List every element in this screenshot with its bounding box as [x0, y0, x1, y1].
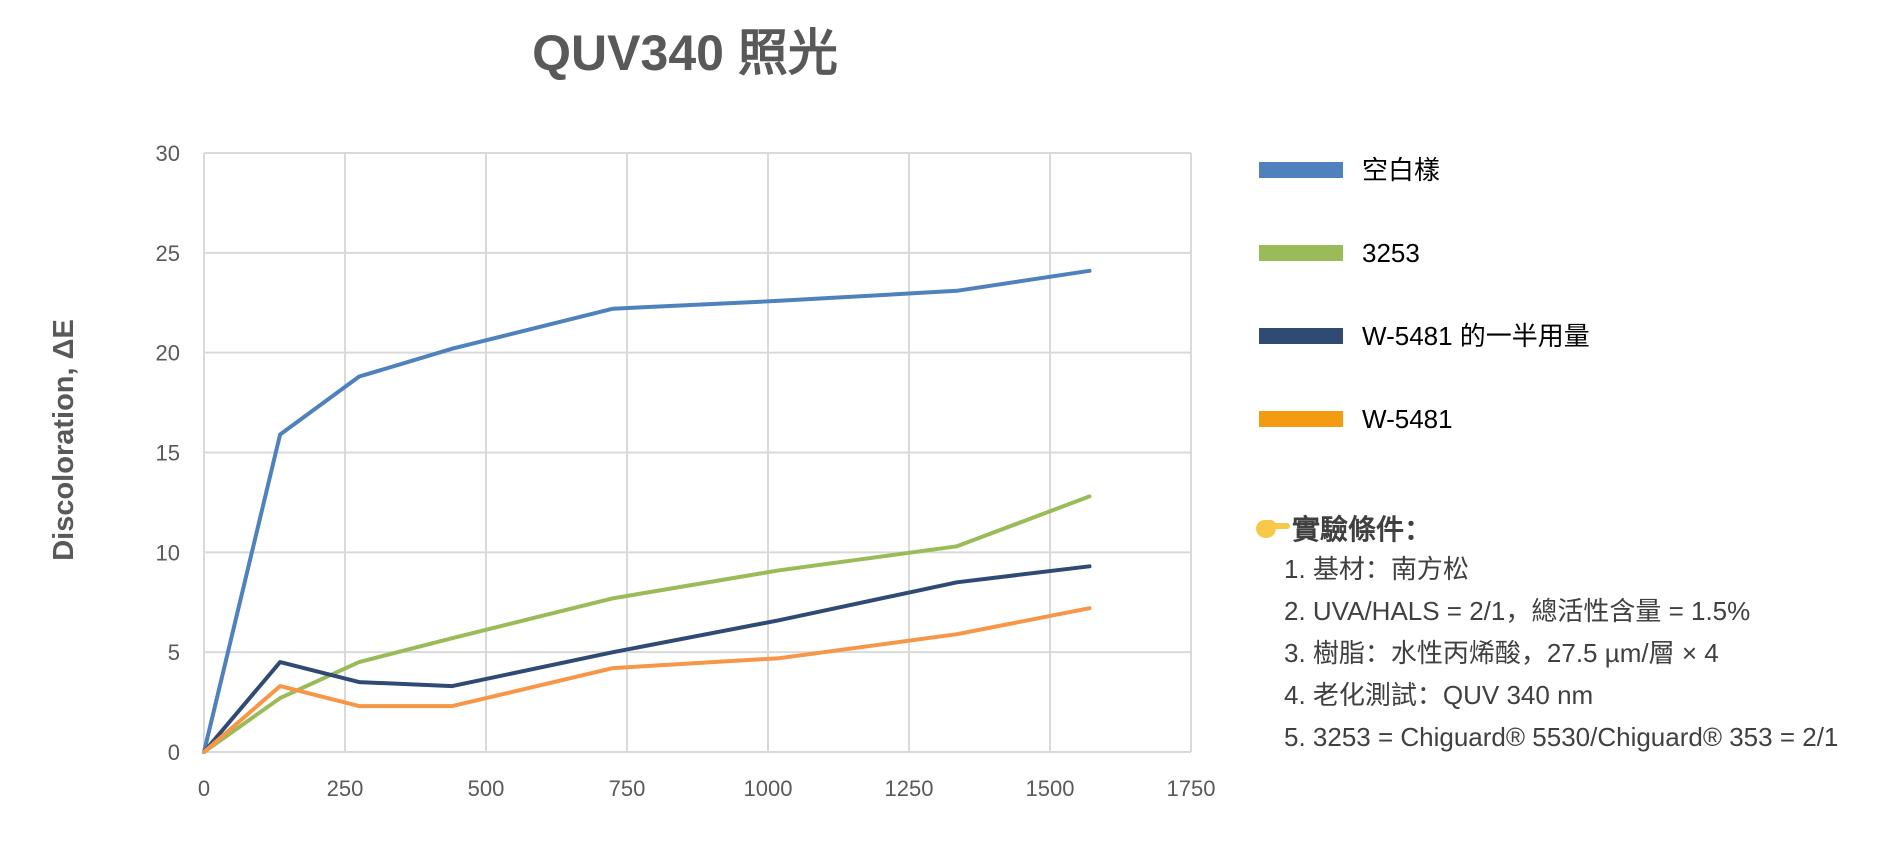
series-line-1: [202, 268, 1092, 754]
condition-item-4: 4. 老化測試：QUV 340 nm: [1284, 680, 1594, 710]
legend-swatch-2: [1259, 245, 1343, 261]
series-lines: [202, 268, 1092, 754]
legend-label-3: W-5481 的一半用量: [1362, 321, 1590, 351]
y-tick-label-5: 25: [156, 241, 180, 266]
x-tick-label-5: 1250: [885, 776, 934, 801]
x-tick-label-3: 750: [609, 776, 646, 801]
legend-label-2: 3253: [1362, 238, 1420, 268]
conditions-heading-text: 實驗條件：: [1292, 514, 1433, 545]
series-line-3: [202, 564, 1092, 754]
series-line-4: [202, 606, 1092, 754]
y-axis-ticks: 0 5 10 15 20 25 30: [156, 141, 180, 765]
legend-swatch-4: [1259, 411, 1343, 427]
chart-title: QUV340 照光: [532, 25, 838, 81]
gridlines: [203, 152, 1192, 753]
x-tick-label-7: 1750: [1167, 776, 1216, 801]
x-tick-label-6: 1500: [1026, 776, 1075, 801]
legend-swatch-1: [1259, 162, 1343, 178]
y-axis-label: Discoloration, ΔE: [48, 319, 80, 561]
y-tick-label-4: 20: [156, 341, 180, 366]
legend-label-4: W-5481: [1362, 404, 1453, 434]
y-tick-label-6: 30: [156, 141, 180, 166]
conditions-heading: 實驗條件：: [1256, 508, 1886, 548]
x-tick-label-0: 0: [198, 776, 210, 801]
condition-item-2: 2. UVA/HALS = 2/1，總活性含量 = 1.5%: [1284, 596, 1751, 626]
legend-label-1: 空白樣: [1362, 155, 1440, 185]
series-line-2: [202, 494, 1092, 754]
legend: 空白樣 3253 W-5481 的一半用量 W-5481: [1259, 155, 1590, 434]
experiment-conditions: 實驗條件： 1. 基材：南方松 2. UVA/HALS = 2/1，總活性含量 …: [1256, 508, 1886, 758]
condition-item-3: 3. 樹脂：水性丙烯酸，27.5 µm/層 × 4: [1284, 638, 1719, 668]
x-tick-label-4: 1000: [744, 776, 793, 801]
x-tick-label-1: 250: [327, 776, 364, 801]
y-tick-label-1: 5: [168, 640, 180, 665]
y-tick-label-2: 10: [156, 540, 180, 565]
legend-swatch-3: [1259, 328, 1343, 344]
pointing-hand-icon: [1256, 516, 1290, 540]
x-axis-ticks: 0 250 500 750 1000 1250 1500 1750: [198, 776, 1216, 801]
y-tick-label-3: 15: [156, 441, 180, 466]
y-tick-label-0: 0: [168, 740, 180, 765]
condition-item-1: 1. 基材：南方松: [1284, 554, 1469, 584]
condition-item-5: 5. 3253 = Chiguard® 5530/Chiguard® 353 =…: [1284, 722, 1839, 752]
x-tick-label-2: 500: [468, 776, 505, 801]
